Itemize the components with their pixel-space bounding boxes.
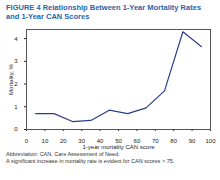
svg-text:60: 60: [133, 137, 141, 144]
svg-text:4: 4: [14, 36, 18, 42]
html-text:A significant increase in mort: A significant increase in mortality rate…: [6, 158, 175, 164]
svg-text:30: 30: [78, 137, 85, 144]
svg-text:50: 50: [115, 137, 122, 144]
svg-text:0: 0: [14, 126, 18, 132]
html-text:Abbreviation: CAN, Care Assess: Abbreviation: CAN, Care Assessment of Ne…: [6, 151, 120, 157]
svg-text:80: 80: [170, 138, 177, 144]
svg-text:10: 10: [42, 138, 49, 144]
svg-text:70: 70: [152, 137, 159, 144]
svg-text:90: 90: [189, 138, 196, 144]
svg-text:0: 0: [25, 138, 29, 144]
svg-text:1-year mortality CAN score: 1-year mortality CAN score: [82, 144, 155, 150]
svg-text:1: 1: [14, 104, 18, 110]
html-text:FIGURE 4 Relationship Between: FIGURE 4 Relationship Between 1-Year Mor…: [6, 3, 202, 21]
svg-text:20: 20: [60, 138, 67, 144]
svg-text:3: 3: [14, 58, 18, 64]
svg-text:Mortality, %: Mortality, %: [8, 63, 14, 95]
svg-text:40: 40: [96, 137, 104, 144]
svg-text:2: 2: [14, 81, 18, 87]
svg-text:100: 100: [205, 138, 216, 144]
